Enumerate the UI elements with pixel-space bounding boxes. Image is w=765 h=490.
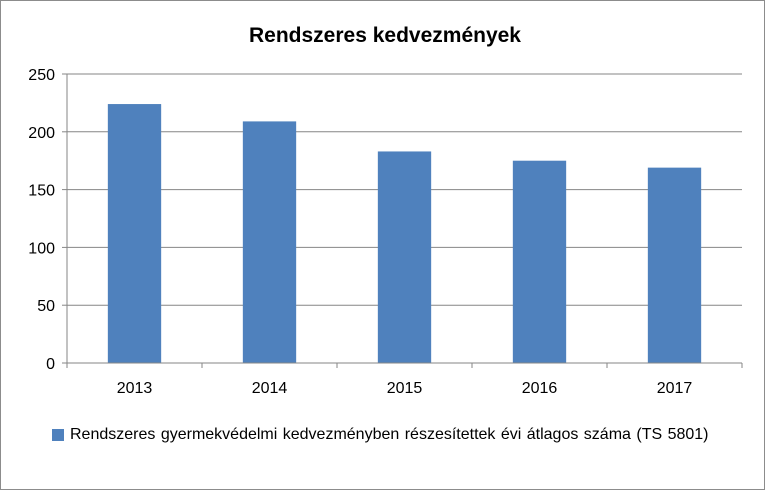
x-tick-labels: 2013 2014 2015 2016 2017 (117, 380, 693, 397)
y-tick-label: 100 (28, 240, 55, 257)
x-tick-label: 2017 (657, 380, 693, 397)
bar (107, 104, 162, 363)
y-tick-label: 0 (46, 356, 55, 373)
y-tick-label: 200 (28, 125, 55, 142)
bar (377, 151, 432, 363)
bars (107, 104, 702, 364)
x-tick-label: 2013 (117, 380, 153, 397)
bar (242, 121, 297, 364)
bar (512, 160, 567, 363)
y-tick-label: 50 (37, 298, 55, 315)
x-tick-label: 2014 (252, 380, 288, 397)
y-tick-labels: 0 50 100 150 200 250 (28, 67, 55, 373)
legend-label: Rendszeres gyermekvédelmi kedvezményben … (70, 426, 709, 443)
axes (62, 73, 743, 368)
x-tick-label: 2015 (387, 380, 423, 397)
legend-swatch (52, 429, 64, 441)
y-tick-label: 250 (28, 67, 55, 84)
x-tick-label: 2016 (522, 380, 558, 397)
chart-title: Rendszeres kedvezmények (249, 24, 521, 47)
bar (647, 167, 702, 363)
y-tick-label: 150 (28, 183, 55, 200)
